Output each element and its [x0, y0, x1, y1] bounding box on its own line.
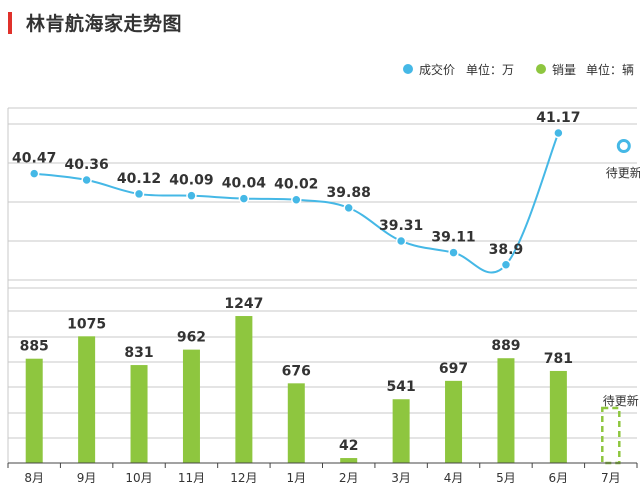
x-tick-label-9: 5月: [496, 471, 516, 485]
sales-label-0: 885: [20, 339, 49, 355]
sales-bar-2: [130, 365, 148, 463]
x-tick-label-1: 9月: [77, 471, 97, 485]
price-label-pending: 待更新: [606, 165, 640, 180]
sales-bar-7: [392, 399, 410, 463]
sales-label-8: 697: [439, 361, 468, 377]
x-tick-label-8: 4月: [444, 471, 464, 485]
sales-label-5: 676: [282, 363, 311, 379]
price-label-4: 40.04: [222, 176, 267, 192]
x-tick-label-2: 10月: [125, 471, 152, 485]
sales-label-4: 1247: [224, 296, 263, 312]
x-tick-label-0: 8月: [24, 471, 44, 485]
price-point-8: [448, 247, 459, 258]
legend-sales-unit: 单位：辆: [586, 62, 634, 77]
price-value-labels: 40.47 40.36 40.12 40.09 40.04 40.02 39.88 39.31…: [12, 110, 640, 258]
x-tick-label-11: 7月: [601, 471, 621, 485]
price-label-9: 38.9: [489, 242, 524, 258]
price-label-1: 40.36: [64, 157, 108, 173]
sales-label-9: 889: [491, 338, 520, 354]
sales-bars: [25, 316, 621, 465]
sales-bar-1: [78, 336, 96, 463]
sales-bar-5: [287, 383, 305, 463]
price-label-2: 40.12: [117, 171, 161, 187]
price-point-4: [238, 193, 250, 204]
price-point-5: [291, 194, 302, 205]
sales-bar-6: [340, 458, 358, 463]
price-label-8: 39.11: [431, 230, 475, 246]
x-tick-label-4: 12月: [230, 471, 257, 485]
sales-label-6: 42: [339, 438, 358, 454]
sales-bar-8: [445, 380, 463, 463]
x-tick-label-6: 2月: [339, 471, 359, 485]
legend: 成交价 单位：万 销量 单位：辆: [403, 62, 634, 77]
x-tick-label-5: 1月: [286, 471, 306, 485]
sales-bar-9: [497, 358, 515, 463]
chart-title: 林肯航海家走势图: [26, 13, 183, 35]
sales-label-10: 781: [544, 351, 573, 367]
price-label-6: 39.88: [327, 185, 371, 201]
sales-label-2: 831: [124, 345, 153, 361]
price-point-2: [133, 188, 145, 200]
x-tick-label-3: 11月: [178, 471, 205, 485]
price-point-10: [553, 127, 564, 139]
price-point-6: [343, 202, 354, 214]
sales-bar-4: [235, 316, 253, 463]
x-tick-label-7: 3月: [391, 471, 411, 485]
sales-label-7: 541: [387, 379, 416, 395]
sales-bar-3: [182, 349, 200, 463]
legend-sales-name: 销量: [552, 63, 576, 77]
sales-label-pending: 待更新: [603, 393, 639, 408]
price-label-7: 39.31: [379, 218, 423, 234]
price-label-3: 40.09: [169, 173, 213, 189]
price-point-0: [28, 168, 40, 179]
x-axis: 8月 9月 10月 11月 12月 1月 2月 3月 4月 5月 6月 7月: [7, 462, 638, 485]
price-label-5: 40.02: [274, 177, 318, 193]
legend-sales-marker: [536, 64, 546, 74]
price-point-3: [186, 190, 197, 201]
title-accent-bar: [8, 12, 12, 34]
sales-bar-0: [25, 358, 43, 463]
price-point-9: [500, 259, 512, 271]
sales-label-1: 1075: [67, 316, 106, 332]
price-label-10: 41.17: [536, 110, 580, 126]
price-line-path: [34, 132, 560, 274]
price-point-1: [81, 174, 92, 186]
legend-price-marker: [403, 64, 413, 74]
price-point-pending: [616, 139, 631, 153]
price-line: [28, 127, 631, 274]
legend-price-unit: 单位：万: [466, 62, 514, 77]
price-label-0: 40.47: [12, 151, 56, 167]
sales-bar-pending: [601, 406, 621, 465]
legend-price-name: 成交价: [419, 62, 455, 77]
sales-bar-10: [549, 370, 567, 463]
price-point-7: [395, 235, 407, 247]
sales-label-3: 962: [177, 330, 206, 346]
sales-value-labels: 885 1075 831 962 1247 676 42 541 697 889 781 待更新: [20, 296, 639, 454]
x-tick-label-10: 6月: [549, 471, 569, 485]
